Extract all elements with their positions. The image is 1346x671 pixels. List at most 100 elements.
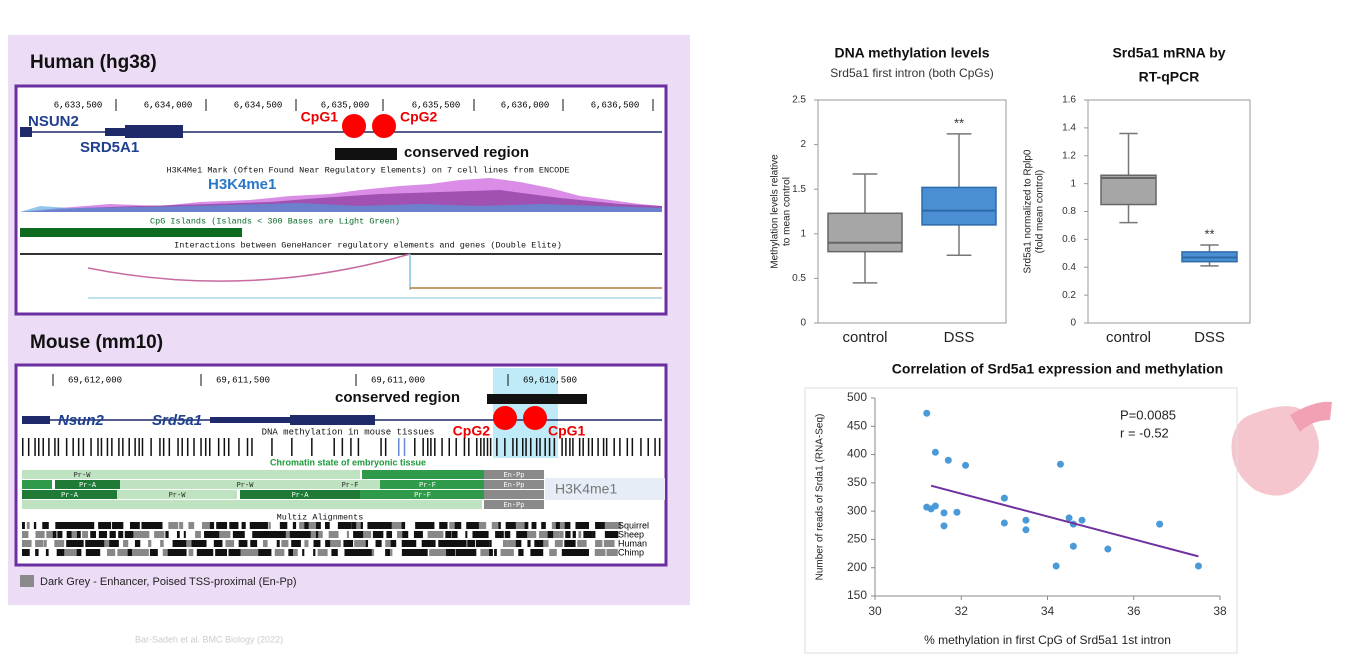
alignment-block xyxy=(592,531,596,538)
coordinate: 69,611,500 xyxy=(216,375,270,385)
y-tick-label: 200 xyxy=(847,560,867,574)
alignment-block xyxy=(583,531,593,538)
x-tick-label: DSS xyxy=(1194,329,1225,346)
chromatin-segment xyxy=(117,490,237,499)
alignment-block xyxy=(524,522,529,529)
point xyxy=(953,508,961,516)
alignment-block xyxy=(304,540,309,547)
alignment-block xyxy=(154,522,161,529)
alignment-block xyxy=(76,531,81,538)
alignment-block xyxy=(594,549,606,556)
signal xyxy=(20,203,662,212)
alignment-block xyxy=(276,540,280,547)
chromatin-label: Pr-F xyxy=(342,482,359,490)
chromatin-track: Pr-W En-Pp Pr-A Pr-W Pr-F En-Pp Pr-A Pr-W Pr-A Pr… xyxy=(22,470,544,510)
y-tick-label: 1.5 xyxy=(792,184,806,195)
alignment-block xyxy=(422,522,432,529)
alignment-block xyxy=(534,540,544,547)
mouse-title: Mouse (mm10) xyxy=(30,332,163,353)
methylation-tick xyxy=(613,438,615,456)
methylation-tick xyxy=(48,438,50,456)
alignment-block xyxy=(141,522,153,529)
track-label: Interactions between GeneHancer regulato… xyxy=(174,240,562,250)
alignment-block xyxy=(33,522,37,529)
alignment-block xyxy=(429,549,443,556)
methylation-tick xyxy=(251,438,253,456)
alignment-block xyxy=(106,549,116,556)
track-label: CpG Islands (Islands < 300 Bases are Lig… xyxy=(150,216,400,226)
methylation-tick xyxy=(118,438,120,456)
chromatin-segment xyxy=(320,480,380,489)
methylation-tick xyxy=(204,438,207,456)
alignment-block xyxy=(385,540,391,547)
alignment-block xyxy=(250,540,258,547)
chromatin-label: Pr-F xyxy=(419,482,436,490)
alignment-block xyxy=(507,540,519,547)
legend-swatch xyxy=(20,575,34,587)
alignment-block xyxy=(109,531,116,538)
gene-label: Nsun2 xyxy=(58,412,105,429)
alignment-block xyxy=(572,531,576,538)
alignment-block xyxy=(85,540,99,547)
alignment-block xyxy=(181,540,190,547)
methylation-tick xyxy=(200,438,202,456)
alignment-block xyxy=(230,540,235,547)
alignment-block xyxy=(43,540,47,547)
alignment-block xyxy=(570,540,576,547)
alignment-block xyxy=(413,531,423,538)
methylation-tick xyxy=(512,438,514,456)
alignment-block xyxy=(46,531,57,538)
alignment-block xyxy=(26,522,30,529)
chromatin-segment xyxy=(22,500,222,509)
methylation-tick xyxy=(496,438,498,456)
chromatin-label: Pr-W xyxy=(169,492,187,500)
alignment-block xyxy=(412,540,417,547)
alignment-block xyxy=(356,522,361,529)
alignment-block xyxy=(353,531,362,538)
alignment-block xyxy=(76,549,82,556)
point xyxy=(1022,516,1030,524)
methylation-tick xyxy=(208,438,211,456)
alignment-block xyxy=(195,540,201,547)
alignment-block xyxy=(467,540,476,547)
methylation-tick xyxy=(448,438,450,456)
alignment-block xyxy=(402,531,409,538)
alignment-block xyxy=(491,522,498,529)
alignment-block xyxy=(500,549,514,556)
alignment-block xyxy=(443,540,455,547)
y-tick-label: 1.6 xyxy=(1062,95,1076,106)
methylation-tick xyxy=(626,438,629,456)
chromatin-label: En-Pp xyxy=(503,472,524,480)
y-axis-label: Methylation levels relative xyxy=(770,154,781,269)
alignment-block xyxy=(415,549,428,556)
methylation-tick xyxy=(311,438,313,456)
x-tick-label: 34 xyxy=(1041,604,1055,618)
chromatin-segment xyxy=(55,480,120,489)
coordinate: 69,610,500 xyxy=(523,375,577,385)
y-axis-label: Number of reads of Srda1 (RNA-Seq) xyxy=(815,414,826,581)
methylation-tick xyxy=(455,438,457,456)
alignment-block xyxy=(390,549,393,556)
methylation-tick xyxy=(246,438,249,456)
alignment-block xyxy=(611,522,622,529)
alignment-block xyxy=(239,531,245,538)
alignment-block xyxy=(397,531,408,538)
alignment-block xyxy=(73,540,84,547)
alignment-block xyxy=(274,549,285,556)
methylation-tick xyxy=(22,438,24,456)
species-label: Chimp xyxy=(618,547,644,557)
illustration xyxy=(1290,401,1332,432)
alignment-block xyxy=(494,549,497,556)
alignment-block xyxy=(604,522,618,529)
conserved-bar xyxy=(487,394,587,404)
alignment-block xyxy=(409,549,422,556)
alignment-block xyxy=(354,540,368,547)
alignment-block xyxy=(604,531,619,538)
point xyxy=(944,456,952,464)
alignment-block xyxy=(168,522,179,529)
alignment-block xyxy=(543,540,549,547)
alignment-block xyxy=(308,522,318,529)
point xyxy=(1056,460,1064,468)
methylation-tick xyxy=(177,438,179,456)
